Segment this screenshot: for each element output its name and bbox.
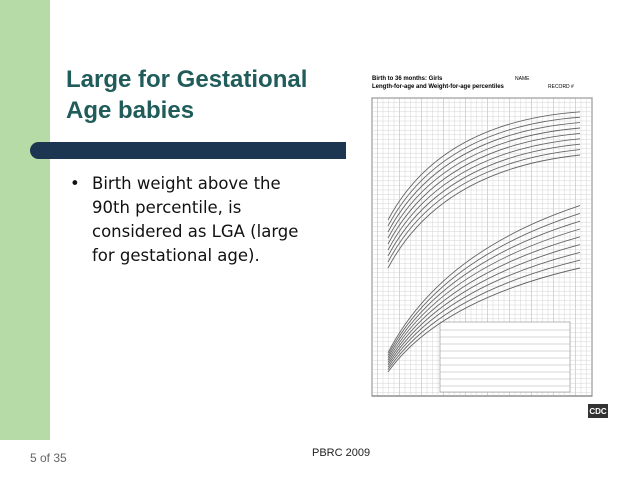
chart-line xyxy=(387,122,581,233)
chart-line xyxy=(387,116,581,227)
title-bar xyxy=(30,142,346,159)
title-line: Age babies xyxy=(66,97,195,124)
footer-page: 5 of 35 xyxy=(30,451,67,465)
chart-line xyxy=(387,259,581,370)
logo-text: CDC xyxy=(589,407,607,416)
bullet: • Birth weight above the 90th percentile… xyxy=(70,172,298,268)
bullet-line: 90th percentile, is xyxy=(92,198,242,217)
record-label: RECORD # xyxy=(548,84,574,90)
chart-line xyxy=(387,244,581,366)
name-label: NAME xyxy=(515,76,530,82)
slide-title: Large for Gestational Age babies xyxy=(66,64,307,126)
footer-center: PBRC 2009 xyxy=(312,447,371,459)
chart-line xyxy=(387,205,581,354)
chart-line xyxy=(387,236,581,363)
chart-line xyxy=(387,149,581,263)
bullet-dot: • xyxy=(70,174,80,193)
chart-line xyxy=(387,212,581,356)
chart-grid xyxy=(371,97,593,397)
chart-line xyxy=(387,154,581,269)
chart-line xyxy=(387,228,581,361)
bullet-line: considered as LGA (large xyxy=(92,222,299,241)
chart-line xyxy=(439,321,571,393)
title-line: Large for Gestational xyxy=(66,66,308,93)
green-strip xyxy=(0,0,50,440)
chart-subheading: Length-for-age and Weight-for-age percen… xyxy=(372,84,505,90)
bullet-line: for gestational age). xyxy=(92,246,260,265)
chart-line xyxy=(387,111,581,221)
chart-heading: Birth to 36 months: Girls xyxy=(372,76,443,82)
chart-line xyxy=(387,138,581,251)
chart-line xyxy=(387,267,581,373)
chart-line xyxy=(387,220,581,358)
chart-line xyxy=(387,127,581,239)
chart-line xyxy=(387,143,581,257)
chart-line xyxy=(387,132,581,245)
cdc-logo xyxy=(588,404,608,418)
bullet-line: Birth weight above the xyxy=(92,174,281,193)
chart-line xyxy=(387,251,581,368)
